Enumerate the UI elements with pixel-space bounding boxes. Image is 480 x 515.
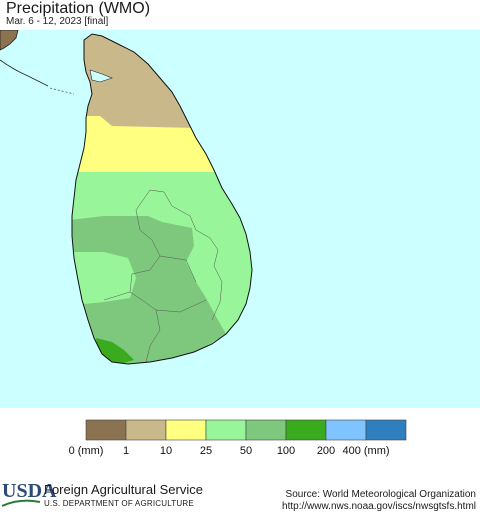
legend-label: 0 (mm) bbox=[69, 445, 104, 457]
footer: USDA Foreign Agricultural Service U.S. D… bbox=[0, 478, 480, 515]
legend-swatch bbox=[245, 419, 287, 441]
legend-swatch bbox=[85, 419, 127, 441]
legend-swatch bbox=[165, 419, 207, 441]
legend-label: 200 bbox=[317, 445, 335, 457]
precipitation-map bbox=[0, 30, 480, 408]
region-10 bbox=[72, 116, 230, 172]
usda-logo[interactable]: USDA bbox=[2, 480, 57, 502]
precipitation-legend: 0 (mm) 1 10 25 50 100 200 400 (mm) bbox=[69, 419, 407, 457]
map-title: Precipitation (WMO) bbox=[6, 0, 151, 17]
adams-bridge bbox=[49, 87, 75, 95]
legend-label: 100 bbox=[277, 445, 295, 457]
legend-swatch bbox=[205, 419, 247, 441]
legend-label: 50 bbox=[240, 445, 252, 457]
department-name: U.S. DEPARTMENT OF AGRICULTURE bbox=[44, 499, 194, 508]
jaffna-lagoon bbox=[89, 69, 113, 83]
legend-swatch bbox=[285, 419, 327, 441]
region-50 bbox=[72, 216, 226, 364]
legend-label: 10 bbox=[160, 445, 172, 457]
legend-swatch bbox=[125, 419, 167, 441]
legend-swatch bbox=[365, 419, 407, 441]
island-coastline bbox=[71, 33, 253, 365]
region-25-west bbox=[72, 252, 136, 304]
agency-name: Foreign Agricultural Service bbox=[44, 482, 203, 497]
source-url[interactable]: http://www.nws.noaa.gov/iscs/nwsgtsfs.ht… bbox=[282, 501, 476, 512]
legend-label: 1 bbox=[123, 445, 129, 457]
source-text: Source: World Meteorological Organizatio… bbox=[285, 489, 476, 500]
legend-swatch bbox=[325, 419, 367, 441]
india-coastline bbox=[0, 59, 49, 87]
usda-swoosh-icon bbox=[2, 499, 40, 507]
map-subtitle: Mar. 6 - 12, 2023 [final] bbox=[6, 16, 109, 27]
legend-label: 400 (mm) bbox=[342, 445, 389, 457]
india-coast bbox=[0, 30, 19, 51]
legend-label: 25 bbox=[200, 445, 212, 457]
province-boundaries bbox=[103, 189, 223, 363]
